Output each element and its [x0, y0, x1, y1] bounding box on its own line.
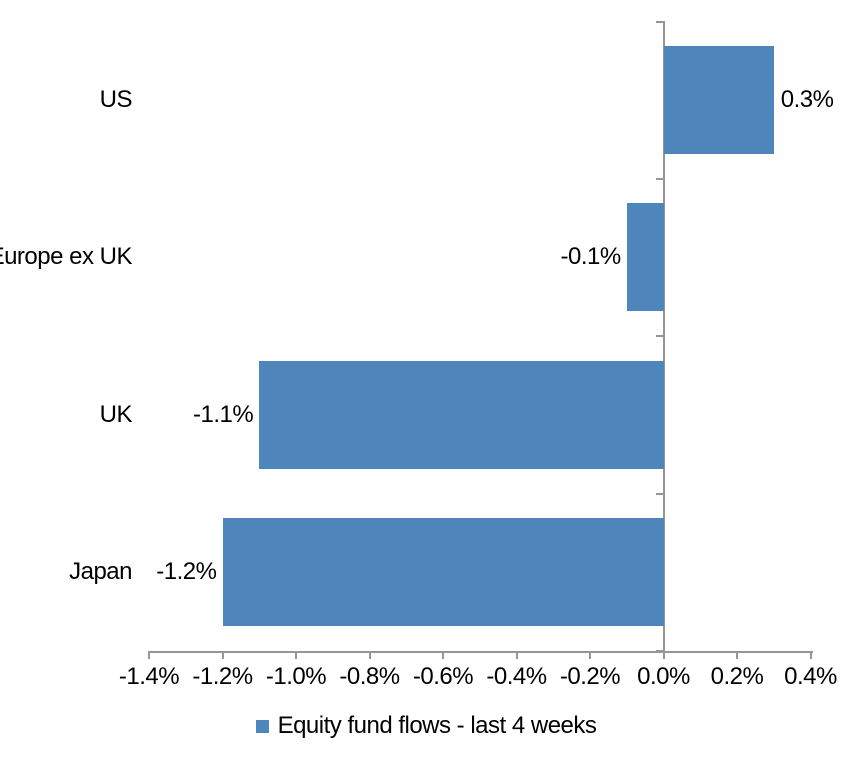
x-tick-label-8: 0.2%	[710, 663, 764, 690]
category-label-us: US	[99, 85, 133, 113]
data-label-europe-ex-uk: -0.1%	[560, 243, 622, 271]
x-axis-tick	[515, 651, 518, 659]
x-tick-label-0: -1.4%	[118, 663, 180, 690]
value-axis-zero-line	[662, 21, 665, 659]
category-axis-tick	[655, 21, 664, 23]
x-axis-tick	[221, 651, 224, 659]
category-axis-tick	[655, 335, 664, 337]
x-tick-label-6: -0.2%	[559, 663, 621, 690]
category-axis-tick	[655, 177, 664, 180]
x-axis-tick	[589, 651, 591, 659]
data-label-uk: -1.1%	[193, 400, 254, 428]
category-label-uk: UK	[99, 400, 133, 428]
x-tick-label-7: 0.0%	[637, 663, 690, 690]
x-axis-tick	[295, 651, 297, 659]
x-tick-label-1: -1.2%	[192, 663, 253, 690]
x-axis-line	[149, 651, 813, 653]
data-label-us: 0.3%	[780, 85, 834, 113]
x-axis-tick	[736, 651, 738, 659]
data-label-japan: -1.2%	[156, 558, 217, 586]
x-axis-tick	[809, 651, 812, 659]
category-axis-tick	[655, 650, 664, 652]
x-axis-tick	[148, 651, 150, 659]
legend: Equity fund flows - last 4 weeks	[0, 712, 852, 740]
bar-japan	[222, 518, 664, 627]
x-axis-tick	[442, 651, 444, 659]
bar-europe-ex-uk	[626, 203, 664, 312]
x-tick-label-2: -1.0%	[265, 663, 327, 690]
legend-label: Equity fund flows - last 4 weeks	[277, 712, 597, 739]
category-label-europe-ex-uk: Europe ex UK	[0, 243, 133, 271]
x-tick-label-9: 0.4%	[784, 663, 837, 690]
bar-uk	[259, 360, 664, 469]
category-label-japan: Japan	[69, 558, 132, 586]
x-tick-label-5: -0.4%	[486, 663, 547, 690]
x-tick-label-4: -0.6%	[412, 663, 474, 690]
x-axis-tick	[662, 651, 665, 659]
category-axis-tick	[655, 492, 664, 495]
bar-us	[663, 45, 774, 154]
x-axis-tick	[368, 651, 371, 659]
legend-swatch-icon	[255, 719, 269, 733]
x-tick-label-3: -0.8%	[339, 663, 400, 690]
